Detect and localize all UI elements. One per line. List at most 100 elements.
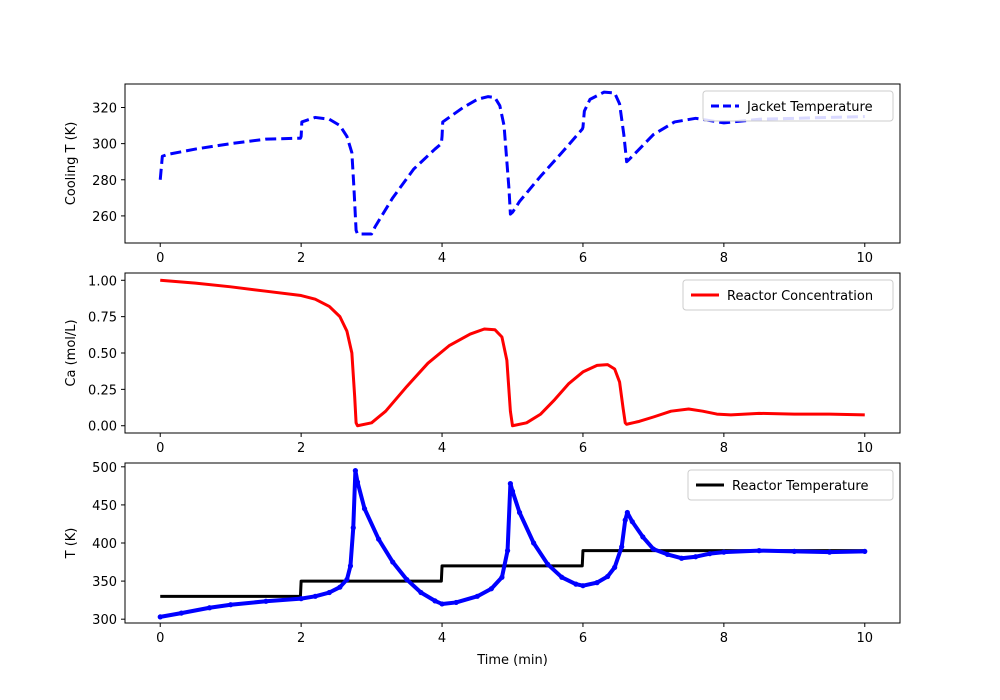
series-point <box>390 559 396 565</box>
series-point <box>756 548 762 554</box>
series-point <box>350 525 356 531</box>
x-tick-label: 6 <box>579 251 587 266</box>
series-point <box>678 555 685 561</box>
series-point <box>622 517 628 523</box>
series-point <box>559 574 565 580</box>
y-tick-label: 350 <box>92 575 117 590</box>
series-point <box>337 584 343 590</box>
axes-frame-1 <box>124 83 901 244</box>
y-tick-label: 450 <box>92 499 117 514</box>
y-tick-label: 400 <box>92 537 117 552</box>
series-point <box>453 599 459 606</box>
x-tick-label: 0 <box>156 251 164 266</box>
series-point <box>347 563 354 569</box>
series-point <box>312 593 318 599</box>
subplot-3: 0 2 4 6 8 10 300 350 400 450 500 T (K) Time (min) Rea… <box>64 461 901 668</box>
series-line-2-1 <box>160 278 865 428</box>
series-point <box>488 586 494 592</box>
legend-entry: Jacket Temperature <box>746 100 873 115</box>
y-tick-label: 0.00 <box>88 420 117 435</box>
series-line-3-2 <box>159 468 865 619</box>
series-point <box>624 509 630 516</box>
legend-box <box>682 279 894 311</box>
x-axis-label: Time (min) <box>476 653 548 668</box>
y-tick-label: 500 <box>92 461 117 476</box>
subplot-2: 0 2 4 6 8 10 0.00 0.25 0.50 0.75 1.00 Ca (mol/L) Rea… <box>64 272 901 456</box>
x-tick-label: 2 <box>297 251 305 266</box>
series-point <box>516 509 523 516</box>
series-point <box>504 548 511 554</box>
series-point <box>826 549 833 555</box>
series-point <box>707 551 713 557</box>
y-tick-label: 280 <box>92 174 117 189</box>
series-point <box>509 488 516 494</box>
y-tick-label: 300 <box>92 138 117 153</box>
y-tick-label: 1.00 <box>88 274 117 289</box>
series-point <box>531 540 537 546</box>
series-point <box>439 601 445 607</box>
y-tick-label: 0.75 <box>88 311 117 326</box>
series-point <box>507 480 513 487</box>
x-tick-label: 0 <box>156 631 164 646</box>
series-point <box>263 598 269 604</box>
series-point <box>418 589 424 596</box>
series-point <box>404 576 410 583</box>
x-tick-label: 0 <box>156 441 164 456</box>
series-point <box>629 519 635 525</box>
x-tick-label: 4 <box>438 251 446 266</box>
series-line-3-1 <box>160 549 865 598</box>
legend-entry: Reactor Concentration <box>727 289 873 304</box>
series-point <box>594 580 600 586</box>
y-axis-label: Cooling T (K) <box>64 122 79 206</box>
series-point <box>432 598 438 604</box>
x-tick-label: 8 <box>720 251 728 266</box>
legend-box <box>702 90 894 122</box>
y-tick-label: 260 <box>92 210 117 225</box>
series-point <box>664 551 671 558</box>
series-point <box>499 574 505 580</box>
series-point <box>326 589 332 596</box>
x-tick-label: 8 <box>720 631 728 646</box>
y-tick-label: 300 <box>92 613 117 628</box>
x-tick-label: 4 <box>438 631 446 646</box>
series-point <box>178 610 184 616</box>
series-point <box>650 546 657 552</box>
series-point <box>344 576 350 583</box>
series-point <box>361 506 368 512</box>
subplot-1: 0 2 4 6 8 10 260 280 300 320 Cooling T (K) Jacket T… <box>64 83 901 266</box>
series-point <box>157 614 163 620</box>
series-point <box>545 561 551 567</box>
series-point <box>376 536 382 542</box>
y-tick-label: 320 <box>92 101 117 116</box>
series-point <box>352 468 358 474</box>
x-tick-label: 10 <box>856 631 873 646</box>
y-tick-label: 0.25 <box>88 383 117 398</box>
series-point <box>721 549 727 555</box>
series-point <box>354 479 361 485</box>
x-tick-label: 6 <box>579 631 587 646</box>
legend-3: Reactor Temperature <box>687 469 894 501</box>
x-tick-label: 4 <box>438 441 446 456</box>
x-tick-label: 2 <box>297 441 305 456</box>
series-point <box>206 605 213 611</box>
x-tick-label: 2 <box>297 631 305 646</box>
series-point <box>862 548 868 554</box>
series-point <box>791 548 797 554</box>
series-point <box>573 581 579 587</box>
x-tick-label: 10 <box>856 441 873 456</box>
y-axis-label: Ca (mol/L) <box>64 319 79 386</box>
y-tick-label: 0.50 <box>88 347 117 362</box>
legend-1: Jacket Temperature <box>702 90 894 122</box>
series-line-1-1 <box>158 90 865 236</box>
y-axis-label: T (K) <box>64 528 79 560</box>
series-point <box>474 593 480 599</box>
x-tick-label: 8 <box>720 441 728 456</box>
series-point <box>612 564 618 570</box>
series-point <box>580 583 586 589</box>
series-point <box>640 534 646 540</box>
legend-2: Reactor Concentration <box>682 279 894 311</box>
legend-box <box>687 469 894 501</box>
series-point <box>605 573 611 580</box>
x-tick-label: 6 <box>579 441 587 456</box>
